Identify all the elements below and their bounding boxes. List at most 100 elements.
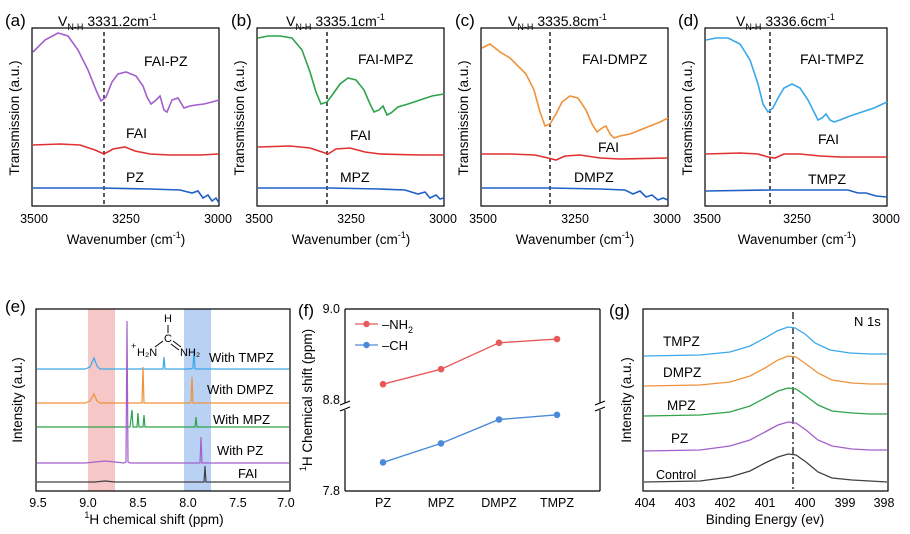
panel-c-label-2: FAI [598,139,619,155]
panel-g-tick-6: 399 [835,496,856,510]
panel-f-ytick-2: 8.8 [323,393,340,407]
panel-f-ytick-1: 9.0 [323,302,340,316]
legend-nh2-marker [363,320,370,328]
panel-c-ylabel: Transmission (a.u.) [456,60,471,175]
panel-a-xlabel: Wavenumber (cm-1) [67,230,186,247]
panel-c-label-1: FAI-DMPZ [582,51,648,67]
molecule-bond-right-1 [172,340,182,348]
panel-f: (f) 9.0 8.8 7.8 PZ MPZ DMPZ TMPZ –NH2 –CH 1… [298,301,606,510]
molecule-h: H [164,313,172,325]
panel-e-label-5: FAI [238,466,258,481]
panel-f-break-right [594,400,606,412]
panel-g-label-5: Control [656,468,696,482]
panel-g-tick-5: 400 [795,496,816,510]
panel-c-label-3: DMPZ [574,169,614,185]
panel-c-peak-label: VN-H 3335.8cm-1 [508,12,607,32]
panel-f-xtick: MPZ [428,496,455,510]
molecule-nh2-left: H₂N [137,347,157,359]
panel-a: (a) VN-H 3331.2cm-1 FAI-PZ FAI PZ 3500 32… [5,11,232,247]
panel-g-label-2: DMPZ [663,365,701,380]
panel-e-trace-pz [37,320,289,464]
panel-e-label-1: With TMPZ [209,350,274,365]
panel-f-ytick-3: 7.8 [323,484,340,498]
legend-ch-marker [363,341,370,349]
panel-e-tick-6: 7.0 [277,496,294,510]
panel-c-trace-fai [482,153,669,161]
panel-g-label-1: TMPZ [663,334,700,349]
panel-f-series-line [382,338,558,385]
panel-e-tick-1: 9.5 [29,496,46,510]
panel-e-tick-4: 8.0 [179,496,196,510]
panel-f-plot: PZ MPZ DMPZ TMPZ [375,335,574,510]
panel-a-letter: (a) [5,11,26,30]
panel-d-trace-tmpz [705,189,888,198]
panel-e-trace-fai [37,465,289,483]
panel-g-ylabel: Intensity (a.u.) [619,357,634,443]
panel-a-tick-1: 3500 [20,212,48,226]
panel-f-letter: (f) [298,301,314,320]
panel-b-xlabel: Wavenumber (cm-1) [292,230,411,247]
legend-nh2-label: –NH2 [382,317,413,335]
panel-e-trace-tmpz [37,348,289,370]
panel-d-tick-2: 3250 [783,212,811,226]
panel-f-data-point [437,440,445,447]
molecule-nh2-right: NH₂ [180,347,200,359]
panel-e-tick-2: 9.0 [79,496,96,510]
panel-f-data-point [437,365,445,373]
panel-g-frame [642,308,889,492]
panel-d-trace-fai [705,152,887,159]
panel-f-data-point [379,459,387,466]
panel-g-tick-2: 403 [675,496,696,510]
panel-d-trace-fai-tmpz [705,37,888,123]
panel-g: (g) N 1s TMPZ DMPZ MPZ PZ Control 404 40… [609,301,894,527]
panel-b-peak-label: VN-H 3335.1cm-1 [286,12,385,32]
panel-g-tick-3: 402 [715,496,736,510]
panel-c-tick-3: 3000 [653,212,681,226]
panel-a-label-1: FAI-PZ [144,53,188,69]
panel-b-tick-3: 3000 [429,212,457,226]
panel-a-ylabel: Transmission (a.u.) [7,60,22,175]
panel-f-data-point [379,380,387,388]
panel-f-legend: –NH2 –CH [355,317,413,353]
panel-g-tick-7: 398 [874,496,895,510]
panel-d: (d) VN-H 3336.6cm-1 FAI-TMPZ FAI TMPZ 350… [678,11,900,247]
panel-c-tick-1: 3500 [469,212,497,226]
panel-e-label-2: With DMPZ [207,382,274,397]
panel-d-tick-1: 3500 [693,212,721,226]
panel-f-xtick: DMPZ [481,496,517,510]
panel-e-xlabel: 1H chemical shift (ppm) [84,510,223,527]
panel-c-trace-fai-dmpz [481,43,669,139]
panel-b: (b) VN-H 3335.1cm-1 FAI-MPZ FAI MPZ 3500 … [231,11,457,247]
panel-a-peak-label: VN-H 3331.2cm-1 [58,12,157,32]
panel-d-tick-3: 3000 [872,212,900,226]
panel-c-tick-2: 3250 [561,212,589,226]
panel-b-ylabel: Transmission (a.u.) [232,60,247,175]
panel-b-label-2: FAI [350,127,371,143]
panel-c-trace-dmpz [482,187,669,201]
panel-g-annot: N 1s [854,314,881,329]
panel-d-xlabel: Wavenumber (cm-1) [738,230,857,247]
panel-b-label-3: MPZ [340,169,370,185]
panel-b-trace-mpz [258,187,445,200]
panel-d-letter: (d) [678,11,699,30]
panel-b-tick-2: 3250 [337,212,365,226]
panel-g-xlabel: Binding Energy (ev) [706,512,825,527]
panel-e-molecule: H C + H₂N NH₂ [131,313,200,359]
panel-g-trace-mpz [643,387,887,417]
panel-e-tick-3: 8.5 [129,496,146,510]
panel-f-series-line [382,414,558,464]
panel-g-trace-pz [643,421,887,452]
panel-f-data-point [553,411,561,419]
panel-c: (c) VN-H 3335.8cm-1 FAI-DMPZ FAI DMPZ 350… [455,11,681,247]
panel-e-trace-mpz [37,409,289,428]
panel-b-trace-fai [257,145,444,156]
panel-e-trace-dmpz [37,366,289,404]
panel-d-label-2: FAI [818,131,839,147]
panel-c-frame [480,27,669,207]
panel-a-trace-fai [32,143,220,156]
panel-e-label-3: With MPZ [213,412,270,427]
panel-a-label-2: FAI [126,125,147,141]
panel-d-ylabel: Transmission (a.u.) [680,60,695,175]
panel-a-trace-pz [33,187,220,204]
